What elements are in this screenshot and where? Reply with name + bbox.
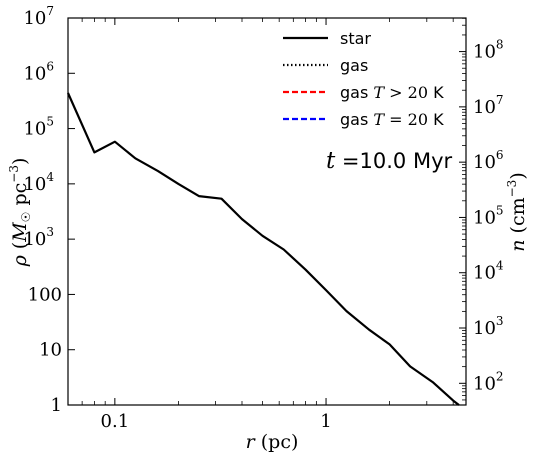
time-annotation: t =10.0 Myr: [326, 148, 453, 174]
y-tick-base: 10: [23, 63, 46, 84]
y-right-tick-base: 10: [473, 97, 496, 118]
time-variable: t: [326, 148, 336, 174]
y-tick-label: 105: [23, 115, 54, 140]
legend-label-text: gas: [340, 83, 368, 102]
legend-math-value: = 20: [384, 110, 428, 129]
y-right-tick-exponent: 2: [496, 369, 504, 383]
legend-label-text: star: [340, 29, 371, 48]
y-right-tick-exponent: 5: [496, 203, 504, 217]
y-tick-label: 100: [28, 284, 62, 305]
x-tick-label: 1: [320, 411, 331, 432]
y-axis-paren-close: ): [9, 158, 31, 165]
y-right-axis-exponent: −3: [505, 180, 519, 198]
y-right-axis-unit: (cm: [507, 197, 529, 239]
y-right-tick-exponent: 7: [496, 93, 504, 107]
y-right-tick-label: 105: [473, 203, 504, 228]
legend-label: star: [340, 29, 371, 48]
legend-math-var: T: [368, 83, 385, 102]
y-right-tick-base: 10: [473, 373, 496, 394]
legend-unit: K: [428, 110, 444, 129]
y-right-tick-label: 108: [473, 38, 504, 63]
legend-label-text: gas: [340, 56, 368, 75]
y-tick-exponent: 5: [46, 115, 54, 129]
ticks-layer: 0.1 1110100103104105106107102103104105106…: [23, 4, 503, 432]
plot-frame: [67, 17, 467, 406]
y-right-tick-label: 106: [473, 148, 504, 173]
y-axis-exponent: −3: [7, 165, 21, 183]
x-axis-label: r (pc): [246, 431, 299, 453]
y-tick-base: 100: [28, 284, 62, 305]
y-tick-base: 10: [39, 340, 62, 361]
legend-label: gas T = 20 K: [340, 110, 444, 129]
y-axis-pc: pc: [9, 183, 31, 212]
y-right-tick-base: 10: [473, 318, 496, 339]
y-tick-label: 1: [51, 395, 62, 416]
y-right-tick-label: 107: [473, 93, 504, 118]
y-right-axis-label: n (cm−3): [505, 172, 529, 252]
y-tick-base: 10: [23, 119, 46, 140]
x-tick-label: 0.1: [101, 411, 130, 432]
series-star: [66, 92, 460, 406]
y-axis-sun: ☉: [19, 212, 33, 223]
axis-labels: r (pc)ρ (M☉ pc−3)n (cm−3): [7, 158, 529, 453]
y-axis-mass: M: [9, 222, 31, 243]
y-tick-label: 106: [23, 59, 54, 84]
x-axis-unit: (pc): [255, 431, 299, 453]
y-tick-label: 103: [23, 225, 54, 250]
y-tick-label: 104: [23, 170, 54, 195]
series-layer: [66, 92, 460, 406]
y-tick-base: 10: [23, 229, 46, 250]
y-tick-exponent: 3: [46, 225, 54, 239]
y-right-tick-exponent: 6: [496, 148, 504, 162]
y-axis-symbol: ρ: [9, 254, 31, 267]
y-tick-exponent: 6: [46, 59, 54, 73]
time-annotation-text: t =10.0 Myr: [326, 148, 453, 174]
legend-math-value: > 20: [384, 83, 428, 102]
y-tick-label: 10: [39, 340, 62, 361]
time-value: =10.0 Myr: [335, 149, 452, 173]
y-right-axis-symbol: n: [507, 240, 529, 252]
y-tick-base: 10: [23, 174, 46, 195]
y-right-tick-base: 10: [473, 263, 496, 284]
y-axis-label: ρ (M☉ pc−3): [7, 158, 33, 268]
y-tick-label: 107: [23, 4, 54, 29]
x-axis-symbol: r: [246, 431, 257, 453]
legend-math-var: T: [368, 110, 385, 129]
y-tick-base: 10: [23, 8, 46, 29]
y-right-tick-base: 10: [473, 207, 496, 228]
legend-label-text: gas: [340, 110, 368, 129]
legend-label: gas T > 20 K: [340, 83, 444, 102]
legend-label: gas: [340, 56, 368, 75]
y-right-tick-base: 10: [473, 42, 496, 63]
y-tick-exponent: 7: [46, 4, 54, 18]
y-tick-base: 1: [51, 395, 62, 416]
y-right-axis-paren: ): [507, 172, 529, 179]
y-right-tick-exponent: 3: [496, 314, 504, 328]
y-right-tick-label: 103: [473, 314, 504, 339]
y-axis-paren: (: [9, 242, 31, 255]
y-right-tick-label: 102: [473, 369, 504, 394]
y-right-tick-base: 10: [473, 152, 496, 173]
y-tick-exponent: 4: [46, 170, 54, 184]
plot-area: [68, 18, 466, 405]
y-right-tick-label: 104: [473, 259, 504, 284]
y-right-tick-exponent: 4: [496, 259, 504, 273]
legend-unit: K: [428, 83, 444, 102]
y-right-tick-exponent: 8: [496, 38, 504, 52]
